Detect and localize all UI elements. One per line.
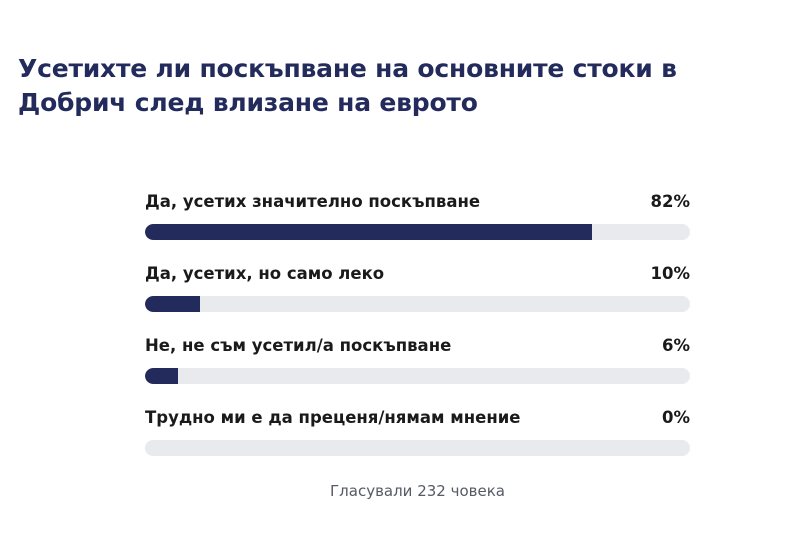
poll-option[interactable]: Не, не съм усетил/а поскъпване 6% <box>145 336 690 408</box>
option-percent: 0% <box>661 408 690 427</box>
option-percent: 6% <box>661 336 690 355</box>
vote-count: Гласували 232 човека <box>330 482 505 500</box>
option-percent: 10% <box>650 264 691 283</box>
progress-track <box>145 440 690 456</box>
option-label: Не, не съм усетил/а поскъпване <box>145 336 452 355</box>
poll-option[interactable]: Да, усетих, но само леко 10% <box>145 264 690 336</box>
progress-track <box>145 368 690 384</box>
poll-option[interactable]: Да, усетих значително поскъпване 82% <box>145 192 690 264</box>
progress-fill <box>145 224 592 240</box>
poll-options: Да, усетих значително поскъпване 82% Да,… <box>145 192 690 480</box>
option-label: Да, усетих, но само леко <box>145 264 385 283</box>
option-label: Трудно ми е да преценя/нямам мнение <box>145 408 521 427</box>
poll-title: Усетихте ли поскъпване на основните сток… <box>18 54 677 117</box>
option-percent: 82% <box>650 192 691 211</box>
progress-fill <box>145 296 200 312</box>
progress-track <box>145 296 690 312</box>
option-label: Да, усетих значително поскъпване <box>145 192 481 211</box>
progress-track <box>145 224 690 240</box>
poll-option[interactable]: Трудно ми е да преценя/нямам мнение 0% <box>145 408 690 480</box>
progress-fill <box>145 368 178 384</box>
